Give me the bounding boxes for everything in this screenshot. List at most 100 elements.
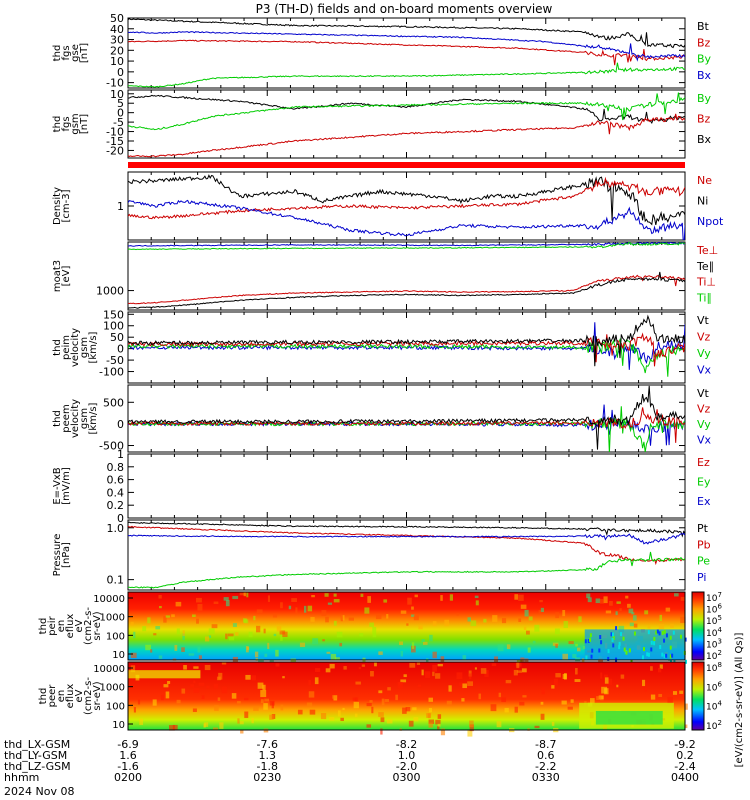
- ytick-label: 0: [117, 418, 124, 431]
- panel-6-ylabel: velocity: [70, 399, 81, 438]
- panel-frame: [127, 591, 686, 661]
- series-Pi: [128, 532, 685, 545]
- xaxis-value: 0200: [114, 771, 142, 784]
- legend-Pb: Pb: [697, 538, 711, 551]
- series-Vy: [128, 337, 685, 377]
- xaxis-value: -1.6: [117, 760, 138, 773]
- legend-Bz: Bz: [697, 113, 711, 126]
- series-Ne: [128, 176, 685, 220]
- legend-Bz: Bz: [697, 36, 711, 49]
- ytick-label: 30: [110, 34, 124, 47]
- xaxis-row-label: thd_LX-GSM: [4, 738, 70, 751]
- panel-3: Density[cm-3] 1 Ne Ni Npot: [52, 171, 724, 241]
- ytick-label: 0: [117, 107, 124, 120]
- xaxis-value: -2.2: [535, 760, 556, 773]
- panel-10-ylabel: peer: [47, 684, 58, 708]
- legend-Pi: Pi: [697, 571, 706, 584]
- xaxis-value: 1.6: [119, 749, 137, 762]
- panel-frame: [127, 453, 686, 519]
- panel-3-ylabel: [cm-3]: [61, 189, 72, 222]
- panel-5: thdpeimvelocitygsm[km/s]-100-50050100150…: [52, 308, 712, 384]
- ytick-label: -5: [113, 116, 124, 129]
- xaxis-value: -2.4: [674, 760, 695, 773]
- series-Bz: [128, 113, 685, 158]
- panel-9-ylabel: (cm2-s-: [83, 607, 94, 645]
- ytick-label: 1.0: [107, 522, 125, 535]
- panel-4-ylabel: [eV]: [61, 266, 72, 287]
- ytick-label: -100: [99, 366, 124, 379]
- panel-frame: [127, 17, 686, 89]
- legend-Vx: Vx: [697, 364, 712, 377]
- legend-Vy: Vy: [697, 418, 711, 431]
- ytick-label: 40: [110, 23, 124, 36]
- series-Te∥: [128, 271, 685, 309]
- ytick-label: 100: [106, 701, 125, 712]
- panel-6-ylabel: [km/s]: [88, 402, 99, 434]
- panel-5-ylabel: thd: [52, 339, 63, 356]
- panel-frame: [127, 384, 686, 453]
- panel-8: Pressure[nPa] 0.1 1.0 Pt Pb Pe Pi: [52, 519, 711, 591]
- panel-10-ylabel: eflux: [65, 684, 76, 709]
- xaxis-value: -1.8: [257, 760, 278, 773]
- ytick-label: 100: [106, 631, 125, 642]
- ytick-label: -15: [106, 135, 124, 148]
- xaxis-value: 0400: [671, 771, 699, 784]
- legend-Vt: Vt: [697, 314, 710, 327]
- ytick-label: 5: [117, 97, 124, 110]
- series-Te⊥: [128, 274, 685, 305]
- legend-Vt: Vt: [697, 387, 710, 400]
- panel-10-ylabel: eV: [74, 689, 85, 702]
- panel-4: moat3[eV] 1000 Te⊥ Te∥ Ti⊥ Ti∥: [52, 241, 718, 311]
- legend-Pe: Pe: [697, 555, 710, 568]
- ytick-label: 0.1: [107, 574, 125, 587]
- ytick-label: 10: [110, 55, 124, 68]
- ytick-label: 20: [110, 44, 124, 57]
- legend-Bt: Bt: [697, 20, 710, 33]
- xaxis-value: 0300: [393, 771, 421, 784]
- colorbar-label: [eV/(cm2-s-sr-eV)] (All Qs)]: [734, 632, 745, 767]
- panel-10-ylabel: (cm2-s-: [83, 677, 94, 715]
- panel-frame: [127, 171, 686, 241]
- legend-By: By: [697, 92, 712, 105]
- xaxis-value: 0330: [532, 771, 560, 784]
- panel-5-ylabel: [km/s]: [88, 331, 99, 363]
- panel-2-ylabel: gsm: [70, 113, 81, 134]
- series-Pe: [128, 551, 685, 589]
- xaxis-value: -7.6: [257, 738, 278, 751]
- series-Bx: [128, 94, 685, 124]
- series-Vt: [128, 314, 685, 367]
- xaxis-value: 0.2: [676, 749, 694, 762]
- panel-10-ylabel: en: [56, 690, 67, 703]
- ytick-label: 0.2: [107, 499, 125, 512]
- xaxis-value: -6.9: [117, 738, 138, 751]
- ytick-label: -10: [106, 77, 124, 90]
- xaxis-value: -2.0: [396, 760, 417, 773]
- xaxis-value: -9.2: [674, 738, 695, 751]
- ytick-label: -20: [106, 144, 124, 157]
- ytick-label: -50: [106, 354, 124, 367]
- series-By: [128, 62, 685, 88]
- panel-9-ylabel: thd: [38, 618, 49, 635]
- ytick-label: 1: [117, 448, 124, 461]
- ytick-label: 150: [103, 308, 124, 321]
- panel-7: E=-VxB[mV/m] 00.20.40.60.81 Ez Ey Ex: [52, 448, 711, 525]
- panel-10-ylabel: thd: [38, 688, 49, 705]
- panel-9-ylabel: en: [56, 620, 67, 633]
- ytick-label: 0.8: [107, 461, 125, 474]
- ytick-label: 500: [103, 396, 124, 409]
- xaxis-value: 1.3: [259, 749, 277, 762]
- series-Ti∥: [128, 242, 685, 251]
- legend-Ni: Ni: [697, 195, 708, 208]
- panel-7-ylabel: E=-VxB: [52, 467, 63, 504]
- ytick-label: 10: [110, 88, 124, 101]
- ytick-label: -500: [99, 440, 124, 453]
- colorbar: [691, 661, 705, 731]
- plot-title: P3 (TH-D) fields and on-board moments ov…: [256, 2, 553, 16]
- panel-8-ylabel: [nPa]: [61, 542, 72, 568]
- colorbar-tick-label: 102: [706, 719, 722, 732]
- panel-9-ylabel: peir: [47, 615, 58, 635]
- ytick-label: 10000: [93, 594, 125, 605]
- ytick-label: -10: [106, 126, 124, 139]
